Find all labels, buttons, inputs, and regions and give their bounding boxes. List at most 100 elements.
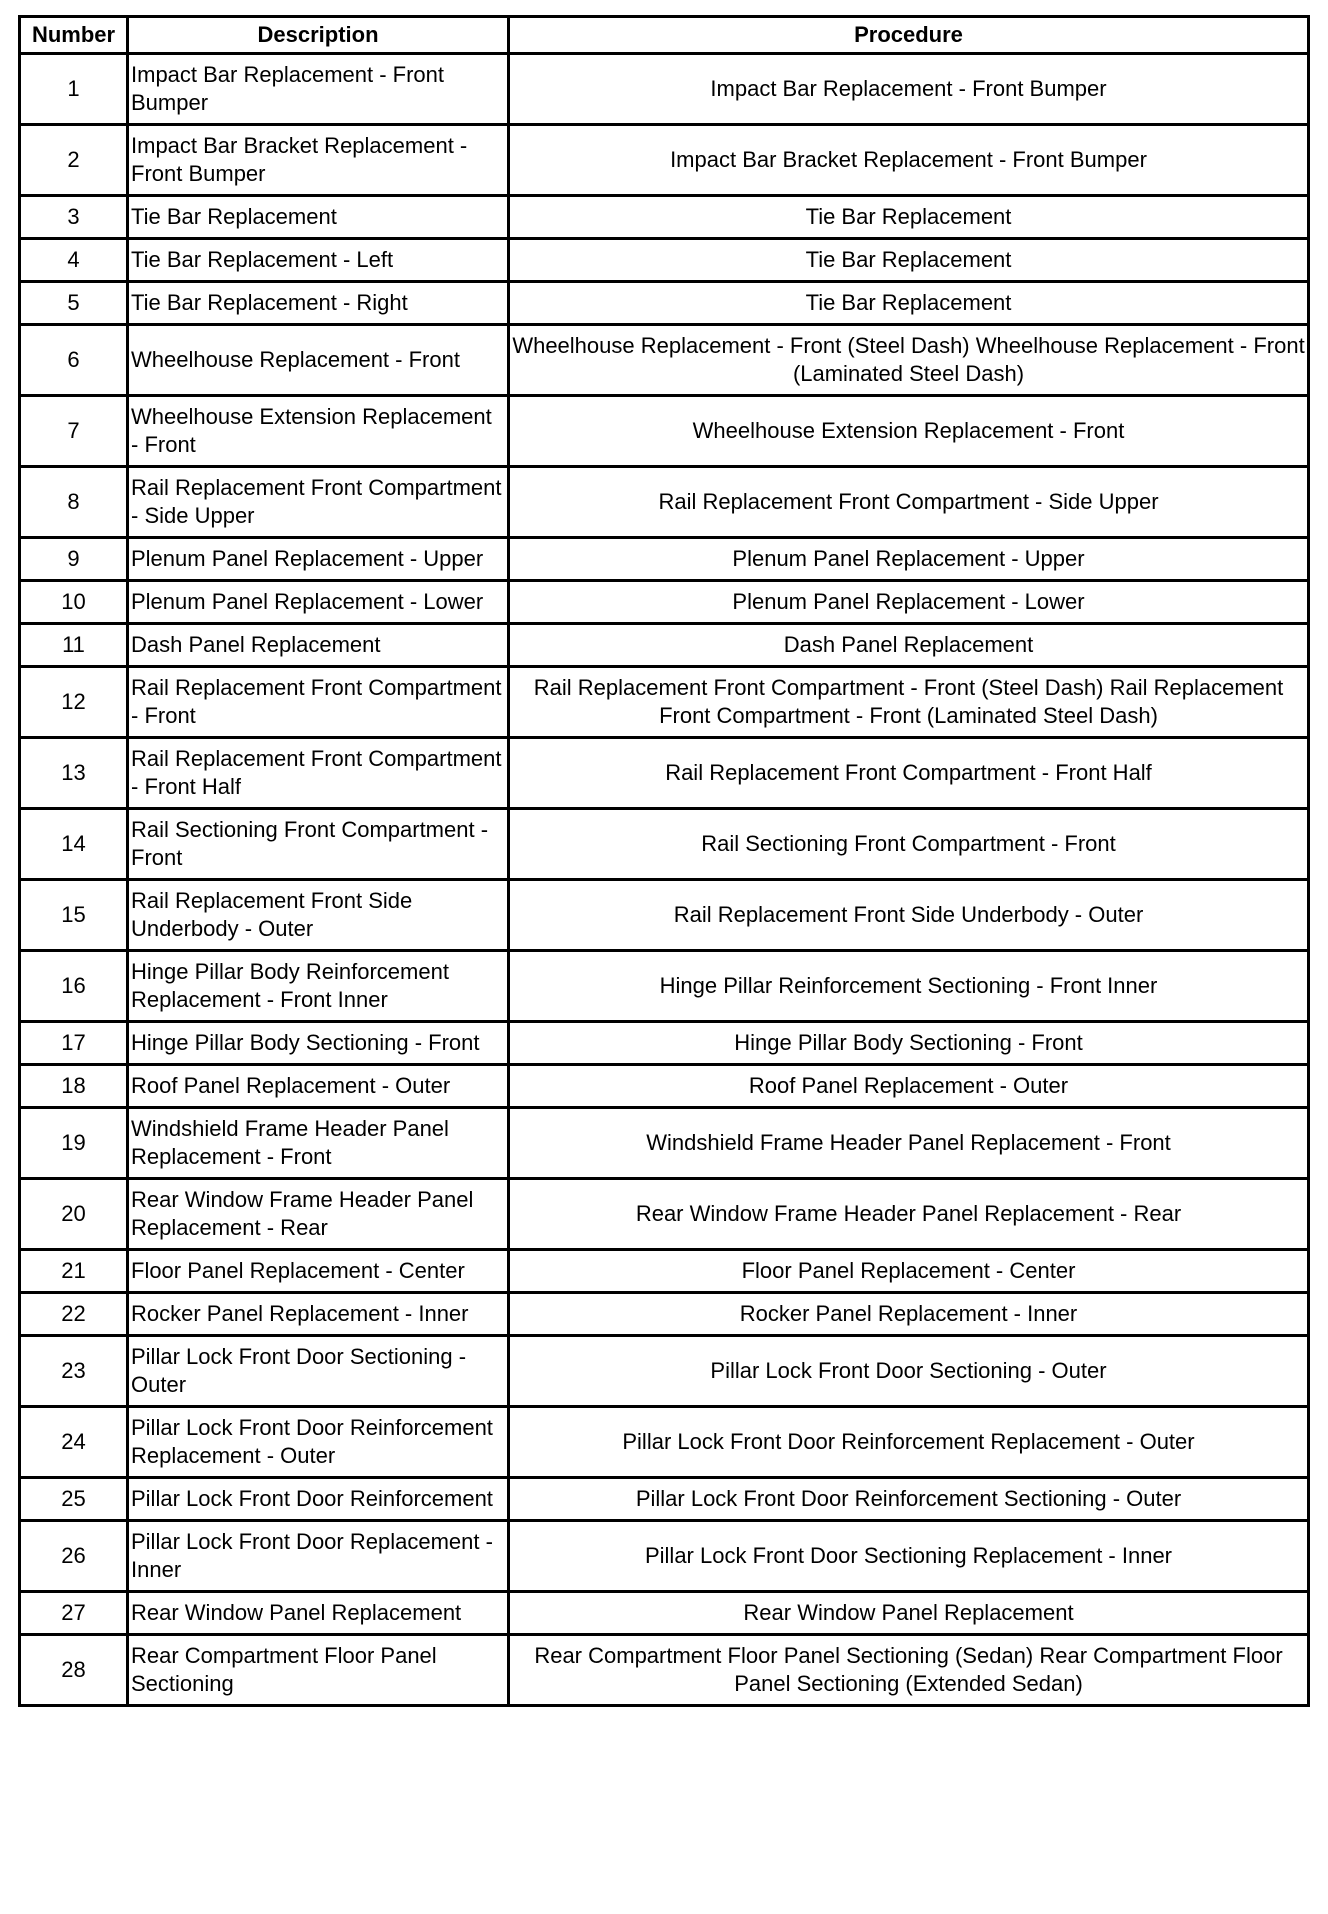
table-row: 7 Wheelhouse Extension Replacement - Fron… [18,394,1310,468]
row-number: 7 [18,394,129,468]
table-row: 19 Windshield Frame Header Panel Replacem… [18,1106,1310,1180]
row-procedure: Rear Window Frame Header Panel Replaceme… [507,1177,1310,1251]
row-description: Impact Bar Replacement - Front Bumper [126,52,510,126]
row-procedure: Pillar Lock Front Door Sectioning Replac… [507,1519,1310,1593]
row-procedure: Plenum Panel Replacement - Lower [507,579,1310,625]
row-description: Roof Panel Replacement - Outer [126,1063,510,1109]
row-procedure: Pillar Lock Front Door Sectioning - Oute… [507,1334,1310,1408]
row-number: 21 [18,1248,129,1294]
row-procedure: Pillar Lock Front Door Reinforcement Sec… [507,1476,1310,1522]
row-procedure: Rail Replacement Front Compartment - Fro… [507,736,1310,810]
row-procedure: Pillar Lock Front Door Reinforcement Rep… [507,1405,1310,1479]
row-description: Wheelhouse Replacement - Front [126,323,510,397]
row-description: Rocker Panel Replacement - Inner [126,1291,510,1337]
table-row: 21 Floor Panel Replacement - Center Floor … [18,1248,1310,1294]
row-description: Rail Replacement Front Compartment - Fro… [126,665,510,739]
table-row: 16 Hinge Pillar Body Reinforcement Replac… [18,949,1310,1023]
row-procedure: Rail Replacement Front Side Underbody - … [507,878,1310,952]
table-row: 2 Impact Bar Bracket Replacement - Front … [18,123,1310,197]
table-row: 1 Impact Bar Replacement - Front Bumper Im… [18,52,1310,126]
row-procedure: Tie Bar Replacement [507,280,1310,326]
row-description: Rail Sectioning Front Compartment - Fron… [126,807,510,881]
row-description: Floor Panel Replacement - Center [126,1248,510,1294]
header-description: Description [126,15,510,55]
row-procedure: Rail Replacement Front Compartment - Sid… [507,465,1310,539]
table-row: 9 Plenum Panel Replacement - Upper Plenum … [18,536,1310,582]
row-number: 12 [18,665,129,739]
row-procedure: Rail Replacement Front Compartment - Fro… [507,665,1310,739]
table-row: 10 Plenum Panel Replacement - Lower Plenum… [18,579,1310,625]
row-number: 14 [18,807,129,881]
row-description: Wheelhouse Extension Replacement - Front [126,394,510,468]
row-number: 19 [18,1106,129,1180]
row-description: Dash Panel Replacement [126,622,510,668]
row-description: Plenum Panel Replacement - Lower [126,579,510,625]
row-description: Plenum Panel Replacement - Upper [126,536,510,582]
header-row: Number Description Procedure [18,15,1310,55]
table-row: 6 Wheelhouse Replacement - Front Wheelhous… [18,323,1310,397]
table-row: 17 Hinge Pillar Body Sectioning - Front Hi… [18,1020,1310,1066]
row-procedure: Roof Panel Replacement - Outer [507,1063,1310,1109]
row-procedure: Impact Bar Replacement - Front Bumper [507,52,1310,126]
row-procedure: Rail Sectioning Front Compartment - Fron… [507,807,1310,881]
row-number: 20 [18,1177,129,1251]
row-procedure: Hinge Pillar Reinforcement Sectioning - … [507,949,1310,1023]
table-row: 23 Pillar Lock Front Door Sectioning - Ou… [18,1334,1310,1408]
row-number: 1 [18,52,129,126]
row-procedure: Rocker Panel Replacement - Inner [507,1291,1310,1337]
row-number: 2 [18,123,129,197]
row-procedure: Plenum Panel Replacement - Upper [507,536,1310,582]
table-row: 3 Tie Bar Replacement Tie Bar Replacement [18,194,1310,240]
row-procedure: Rear Compartment Floor Panel Sectioning … [507,1633,1310,1707]
row-description: Rail Replacement Front Side Underbody - … [126,878,510,952]
row-number: 9 [18,536,129,582]
row-description: Rail Replacement Front Compartment - Sid… [126,465,510,539]
row-description: Tie Bar Replacement - Right [126,280,510,326]
row-procedure: Floor Panel Replacement - Center [507,1248,1310,1294]
row-procedure: Rear Window Panel Replacement [507,1590,1310,1636]
table-row: 8 Rail Replacement Front Compartment - Si… [18,465,1310,539]
table-row: 12 Rail Replacement Front Compartment - F… [18,665,1310,739]
row-procedure: Windshield Frame Header Panel Replacemen… [507,1106,1310,1180]
row-description: Pillar Lock Front Door Replacement - Inn… [126,1519,510,1593]
table-row: 26 Pillar Lock Front Door Replacement - I… [18,1519,1310,1593]
row-procedure: Wheelhouse Replacement - Front (Steel Da… [507,323,1310,397]
row-number: 11 [18,622,129,668]
row-description: Rear Compartment Floor Panel Sectioning [126,1633,510,1707]
row-description: Hinge Pillar Body Sectioning - Front [126,1020,510,1066]
table-row: 15 Rail Replacement Front Side Underbody … [18,878,1310,952]
row-description: Tie Bar Replacement [126,194,510,240]
row-description: Pillar Lock Front Door Reinforcement Rep… [126,1405,510,1479]
table-row: 11 Dash Panel Replacement Dash Panel Repla… [18,622,1310,668]
table-row: 5 Tie Bar Replacement - Right Tie Bar Repl… [18,280,1310,326]
row-number: 23 [18,1334,129,1408]
table-row: 28 Rear Compartment Floor Panel Sectionin… [18,1633,1310,1707]
table-row: 22 Rocker Panel Replacement - Inner Rocker… [18,1291,1310,1337]
row-description: Rear Window Frame Header Panel Replaceme… [126,1177,510,1251]
row-number: 25 [18,1476,129,1522]
row-description: Impact Bar Bracket Replacement - Front B… [126,123,510,197]
row-description: Tie Bar Replacement - Left [126,237,510,283]
table-row: 4 Tie Bar Replacement - Left Tie Bar Repla… [18,237,1310,283]
row-number: 3 [18,194,129,240]
row-description: Pillar Lock Front Door Reinforcement [126,1476,510,1522]
table-row: 25 Pillar Lock Front Door Reinforcement Pi… [18,1476,1310,1522]
row-number: 22 [18,1291,129,1337]
row-number: 28 [18,1633,129,1707]
row-description: Rail Replacement Front Compartment - Fro… [126,736,510,810]
row-number: 26 [18,1519,129,1593]
procedure-table: Number Description Procedure 1 Impact Bar… [18,15,1310,1707]
row-number: 10 [18,579,129,625]
row-number: 13 [18,736,129,810]
row-number: 18 [18,1063,129,1109]
header-procedure: Procedure [507,15,1310,55]
row-procedure: Tie Bar Replacement [507,194,1310,240]
row-number: 5 [18,280,129,326]
row-procedure: Wheelhouse Extension Replacement - Front [507,394,1310,468]
row-description: Pillar Lock Front Door Sectioning - Oute… [126,1334,510,1408]
row-procedure: Impact Bar Bracket Replacement - Front B… [507,123,1310,197]
table-row: 20 Rear Window Frame Header Panel Replace… [18,1177,1310,1251]
row-procedure: Tie Bar Replacement [507,237,1310,283]
row-number: 17 [18,1020,129,1066]
table-row: 27 Rear Window Panel Replacement Rear Wind… [18,1590,1310,1636]
